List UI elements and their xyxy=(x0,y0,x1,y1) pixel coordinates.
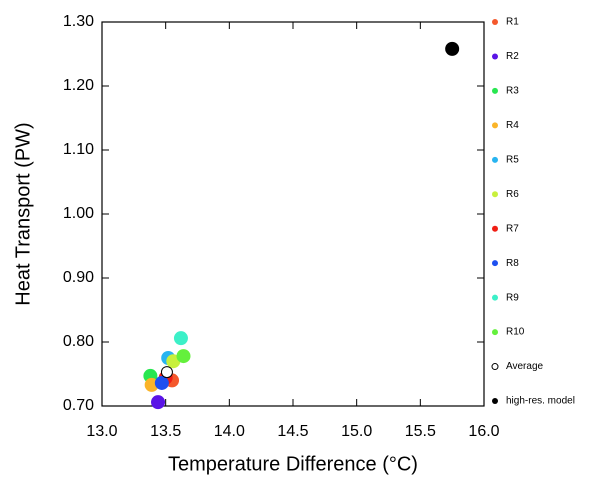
legend-label: R9 xyxy=(506,292,519,303)
legend-label: R2 xyxy=(506,51,519,62)
y-tick-label: 1.20 xyxy=(63,77,94,94)
legend-label: R10 xyxy=(506,327,525,338)
legend-label: Average xyxy=(506,361,544,372)
x-tick-label: 14.5 xyxy=(277,423,308,440)
legend-marker xyxy=(492,122,498,129)
point xyxy=(160,366,173,379)
y-tick-label: 0.90 xyxy=(63,269,94,286)
y-tick-label: 0.80 xyxy=(63,333,94,350)
legend-marker xyxy=(492,225,498,232)
legend-marker xyxy=(491,363,499,371)
legend-label: R5 xyxy=(506,154,519,165)
plot-frame xyxy=(101,21,485,407)
legend-marker xyxy=(492,398,498,404)
y-axis-label: Heat Transport (PW) xyxy=(12,122,34,305)
point xyxy=(445,41,460,56)
y-tick-label: 1.10 xyxy=(63,141,94,158)
legend-label: R4 xyxy=(506,120,519,131)
y-tick-label: 1.30 xyxy=(63,13,94,30)
legend-marker xyxy=(492,260,498,267)
legend-label: R7 xyxy=(506,223,519,234)
legend-marker xyxy=(492,87,498,94)
legend-label: R3 xyxy=(506,86,519,97)
x-tick-label: 16.0 xyxy=(468,423,499,440)
y-tick-label: 1.00 xyxy=(63,205,94,222)
legend-marker xyxy=(492,156,498,163)
y-tick-label: 0.70 xyxy=(63,397,94,414)
legend-marker xyxy=(492,191,498,198)
x-tick-label: 13.0 xyxy=(86,423,117,440)
x-axis-label: Temperature Difference (°C) xyxy=(168,453,418,475)
legend-label: high-res. model xyxy=(506,396,575,407)
x-tick-label: 13.5 xyxy=(150,423,181,440)
legend-label: R8 xyxy=(506,258,519,269)
point xyxy=(154,375,169,390)
x-tick-label: 14.0 xyxy=(214,423,245,440)
legend-marker xyxy=(492,53,498,60)
legend-marker xyxy=(492,329,498,336)
legend-marker xyxy=(492,294,498,301)
legend-marker xyxy=(492,19,498,25)
x-tick-label: 15.0 xyxy=(341,423,372,440)
point xyxy=(173,331,188,346)
x-tick-label: 15.5 xyxy=(405,423,436,440)
point xyxy=(176,349,191,364)
legend-label: R6 xyxy=(506,189,519,200)
legend-label: R1 xyxy=(506,17,519,28)
point xyxy=(151,395,166,410)
